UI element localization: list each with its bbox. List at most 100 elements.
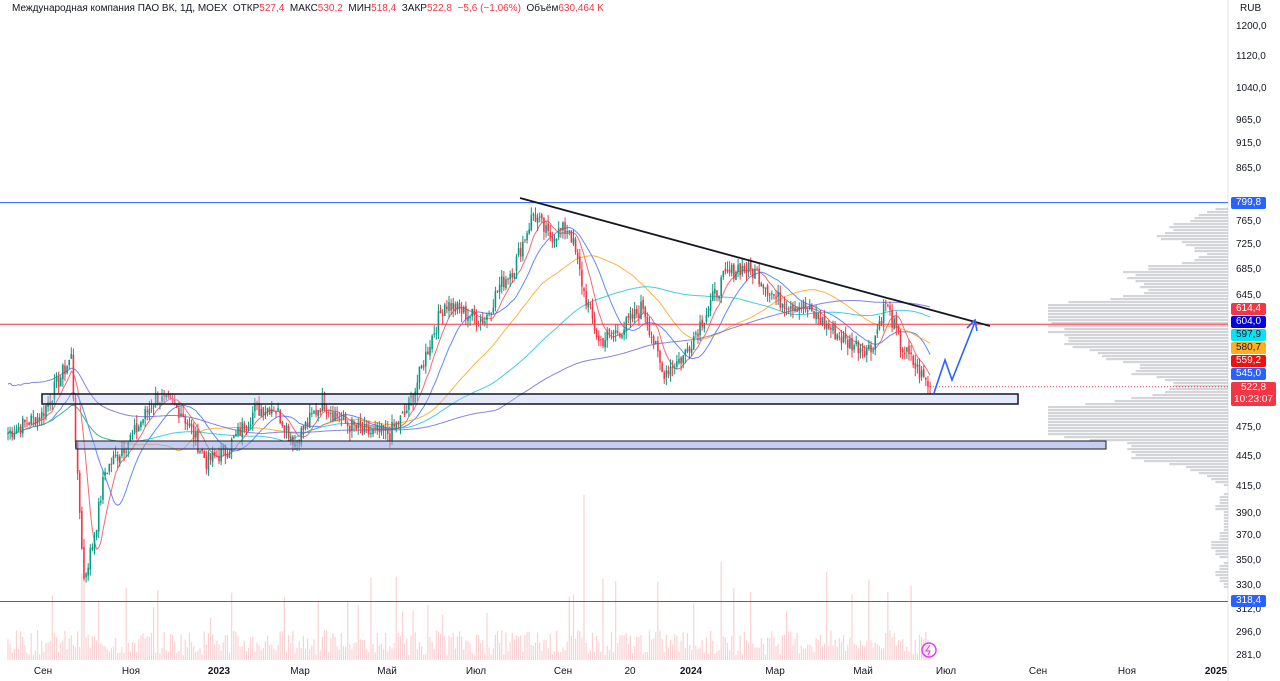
- volume-bar: [456, 636, 459, 660]
- volume-bar: [294, 652, 296, 660]
- lightning-event-icon[interactable]: [921, 642, 937, 658]
- volume-bar: [51, 595, 53, 660]
- candle: [319, 409, 322, 413]
- currency-label: RUB: [1240, 3, 1262, 14]
- x-axis-label: Май: [853, 666, 873, 677]
- volume-bar: [368, 652, 370, 660]
- candle: [623, 329, 625, 336]
- candle: [646, 316, 649, 325]
- volume-bar: [102, 645, 104, 660]
- volume-bar: [566, 641, 568, 660]
- volume-bar: [458, 631, 461, 660]
- volume-bar: [39, 654, 41, 660]
- symbol-title: Международная компания ПАО ВК, 1Д, MOEX: [12, 3, 228, 14]
- volume-bar: [298, 641, 300, 660]
- volume-bar: [859, 640, 862, 660]
- volume-bar: [612, 652, 615, 660]
- volume-bar: [174, 641, 176, 660]
- support-zone-rect[interactable]: [41, 393, 1019, 405]
- candle: [673, 367, 676, 369]
- volume-profile-bar: [1223, 586, 1228, 589]
- candle: [851, 338, 853, 351]
- candle: [57, 376, 60, 388]
- volume-profile-bar: [1048, 424, 1228, 427]
- candle: [146, 410, 149, 413]
- candle: [579, 256, 581, 270]
- volume-bar: [646, 652, 648, 660]
- candle: [30, 415, 33, 425]
- volume-bar: [203, 631, 205, 660]
- candle: [686, 348, 689, 352]
- candle: [794, 307, 796, 312]
- candle: [842, 335, 845, 342]
- volume-bar: [471, 652, 473, 660]
- x-axis-label: Июл: [465, 666, 487, 677]
- volume-bar: [359, 639, 361, 660]
- volume-profile-bar: [1173, 223, 1228, 226]
- volume-bar: [817, 639, 819, 660]
- candle: [836, 334, 839, 340]
- candle: [602, 338, 604, 346]
- candle: [695, 332, 697, 335]
- y-axis-label: 370,0: [1236, 530, 1262, 542]
- volume-bar: [880, 648, 883, 660]
- x-axis-label: Мар: [765, 666, 785, 677]
- volume-profile-bar: [1219, 502, 1228, 505]
- volume-profile-bar: [1144, 292, 1228, 295]
- support-zone-rect[interactable]: [75, 440, 1107, 450]
- candle: [138, 426, 140, 432]
- volume-bar: [195, 651, 197, 660]
- candle: [249, 424, 252, 426]
- volume-bar: [163, 632, 165, 660]
- volume-bar: [55, 637, 58, 660]
- high-label: МАКС: [289, 3, 318, 14]
- last-price-tag: 522,8 10:23:07: [1231, 382, 1276, 406]
- candle: [819, 318, 822, 325]
- volume-bar: [918, 634, 921, 660]
- volume-bar: [340, 633, 342, 660]
- volume-bar: [311, 645, 313, 660]
- volume-bar: [617, 643, 619, 660]
- volume-profile-bar: [1139, 364, 1228, 367]
- candle: [764, 287, 767, 290]
- volume-bar: [171, 634, 174, 660]
- volume-bar: [190, 642, 193, 660]
- volume-bar: [288, 635, 290, 660]
- candle: [49, 401, 51, 404]
- candle: [110, 463, 113, 465]
- candle: [849, 339, 851, 349]
- volume-bar: [247, 647, 250, 660]
- volume-bar: [391, 648, 393, 660]
- candle: [747, 262, 750, 273]
- volume-profile-bar: [1064, 436, 1228, 439]
- y-axis-label: 645,0: [1236, 289, 1262, 301]
- candle: [553, 238, 556, 243]
- candle: [583, 288, 585, 291]
- candle: [916, 364, 919, 367]
- volume-bar: [914, 639, 916, 660]
- volume-bar: [317, 600, 319, 660]
- volume-bar: [503, 654, 505, 660]
- trendline[interactable]: [519, 197, 991, 327]
- volume-bar: [823, 643, 826, 660]
- candle: [313, 411, 315, 414]
- candle: [792, 304, 794, 311]
- volume-bar: [439, 633, 442, 660]
- candle: [562, 222, 564, 231]
- volume-profile-bar: [1186, 244, 1228, 247]
- volume-bar: [634, 646, 636, 660]
- candle: [437, 311, 440, 333]
- candle: [264, 411, 267, 416]
- volume-bar: [222, 642, 224, 660]
- candle: [534, 214, 537, 222]
- volume-bar: [256, 642, 258, 660]
- candle: [895, 316, 898, 328]
- volume-bar: [480, 643, 482, 660]
- y-axis-label: 1200,0: [1236, 21, 1267, 32]
- candle: [188, 423, 191, 426]
- candle: [306, 422, 309, 426]
- candle: [439, 310, 442, 314]
- volume-bar: [680, 640, 682, 660]
- forecast-arrow[interactable]: [933, 318, 978, 394]
